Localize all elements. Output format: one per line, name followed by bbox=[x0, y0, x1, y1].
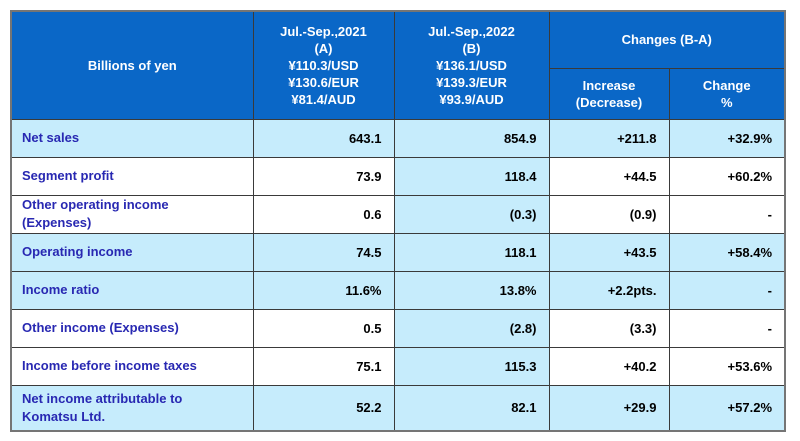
value-a: 0.5 bbox=[252, 308, 395, 348]
table-row-income-before-taxes: Income before income taxes 75.1 115.3 +4… bbox=[10, 346, 786, 386]
header-period-a: Jul.-Sep.,2021 (A) ¥110.3/USD ¥130.6/EUR… bbox=[252, 10, 395, 120]
value-increase: (3.3) bbox=[548, 308, 670, 348]
value-change-percent: - bbox=[668, 270, 786, 310]
value-a: 643.1 bbox=[252, 118, 395, 158]
row-label: Operating income bbox=[10, 232, 254, 272]
value-a: 74.5 bbox=[252, 232, 395, 272]
value-b: 115.3 bbox=[393, 346, 550, 386]
row-label: Segment profit bbox=[10, 156, 254, 196]
header-period-b: Jul.-Sep.,2022 (B) ¥136.1/USD ¥139.3/EUR… bbox=[393, 10, 550, 120]
row-label: Net income attributable to Komatsu Ltd. bbox=[10, 384, 254, 432]
value-change-percent: +60.2% bbox=[668, 156, 786, 196]
value-increase: +2.2pts. bbox=[548, 270, 670, 310]
header-billions-of-yen: Billions of yen bbox=[10, 10, 254, 120]
period-b-rate-aud: ¥93.9/AUD bbox=[439, 91, 504, 107]
value-change-percent: +32.9% bbox=[668, 118, 786, 158]
header-change-percent: Change % bbox=[668, 67, 786, 120]
period-a-title: Jul.-Sep.,2021 bbox=[280, 23, 367, 39]
value-a: 11.6% bbox=[252, 270, 395, 310]
value-change-percent: - bbox=[668, 308, 786, 348]
header-changes: Changes (B-A) bbox=[548, 10, 786, 69]
billions-of-yen-label: Billions of yen bbox=[87, 57, 177, 73]
period-a-rate-aud: ¥81.4/AUD bbox=[291, 91, 356, 107]
value-b: 118.1 bbox=[393, 232, 550, 272]
value-increase: (0.9) bbox=[548, 194, 670, 234]
row-label: Income before income taxes bbox=[10, 346, 254, 386]
period-a-rate-eur: ¥130.6/EUR bbox=[288, 74, 359, 90]
value-a: 52.2 bbox=[252, 384, 395, 432]
table-row-other-operating-income: Other operating income (Expenses) 0.6 (0… bbox=[10, 194, 786, 234]
value-change-percent: +53.6% bbox=[668, 346, 786, 386]
period-b-title: Jul.-Sep.,2022 bbox=[428, 23, 515, 39]
value-b: (2.8) bbox=[393, 308, 550, 348]
value-increase: +44.5 bbox=[548, 156, 670, 196]
value-increase: +211.8 bbox=[548, 118, 670, 158]
value-increase: +43.5 bbox=[548, 232, 670, 272]
value-increase: +29.9 bbox=[548, 384, 670, 432]
value-a: 0.6 bbox=[252, 194, 395, 234]
value-change-percent: +58.4% bbox=[668, 232, 786, 272]
table-row-net-income-komatsu: Net income attributable to Komatsu Ltd. 5… bbox=[10, 384, 786, 432]
value-b: 82.1 bbox=[393, 384, 550, 432]
period-b-mark: (B) bbox=[462, 40, 481, 56]
header-increase-decrease: Increase (Decrease) bbox=[548, 67, 670, 120]
value-b: 118.4 bbox=[393, 156, 550, 196]
table-row-operating-income: Operating income 74.5 118.1 +43.5 +58.4% bbox=[10, 232, 786, 272]
table-row-net-sales: Net sales 643.1 854.9 +211.8 +32.9% bbox=[10, 118, 786, 158]
value-change-percent: +57.2% bbox=[668, 384, 786, 432]
value-change-percent: - bbox=[668, 194, 786, 234]
row-label: Other income (Expenses) bbox=[10, 308, 254, 348]
value-b: (0.3) bbox=[393, 194, 550, 234]
table-row-segment-profit: Segment profit 73.9 118.4 +44.5 +60.2% bbox=[10, 156, 786, 196]
value-a: 75.1 bbox=[252, 346, 395, 386]
period-b-rate-usd: ¥136.1/USD bbox=[436, 57, 507, 73]
period-a-rate-usd: ¥110.3/USD bbox=[288, 57, 359, 73]
value-a: 73.9 bbox=[252, 156, 395, 196]
value-increase: +40.2 bbox=[548, 346, 670, 386]
financial-results-table: Billions of yen Jul.-Sep.,2021 (A) ¥110.… bbox=[10, 10, 786, 432]
changes-title: Changes (B-A) bbox=[621, 32, 712, 48]
period-a-mark: (A) bbox=[314, 40, 333, 56]
value-b: 13.8% bbox=[393, 270, 550, 310]
table-row-income-ratio: Income ratio 11.6% 13.8% +2.2pts. - bbox=[10, 270, 786, 310]
row-label: Net sales bbox=[10, 118, 254, 158]
value-b: 854.9 bbox=[393, 118, 550, 158]
period-b-rate-eur: ¥139.3/EUR bbox=[436, 74, 507, 90]
table-row-other-income: Other income (Expenses) 0.5 (2.8) (3.3) … bbox=[10, 308, 786, 348]
row-label: Income ratio bbox=[10, 270, 254, 310]
row-label: Other operating income (Expenses) bbox=[10, 194, 254, 234]
